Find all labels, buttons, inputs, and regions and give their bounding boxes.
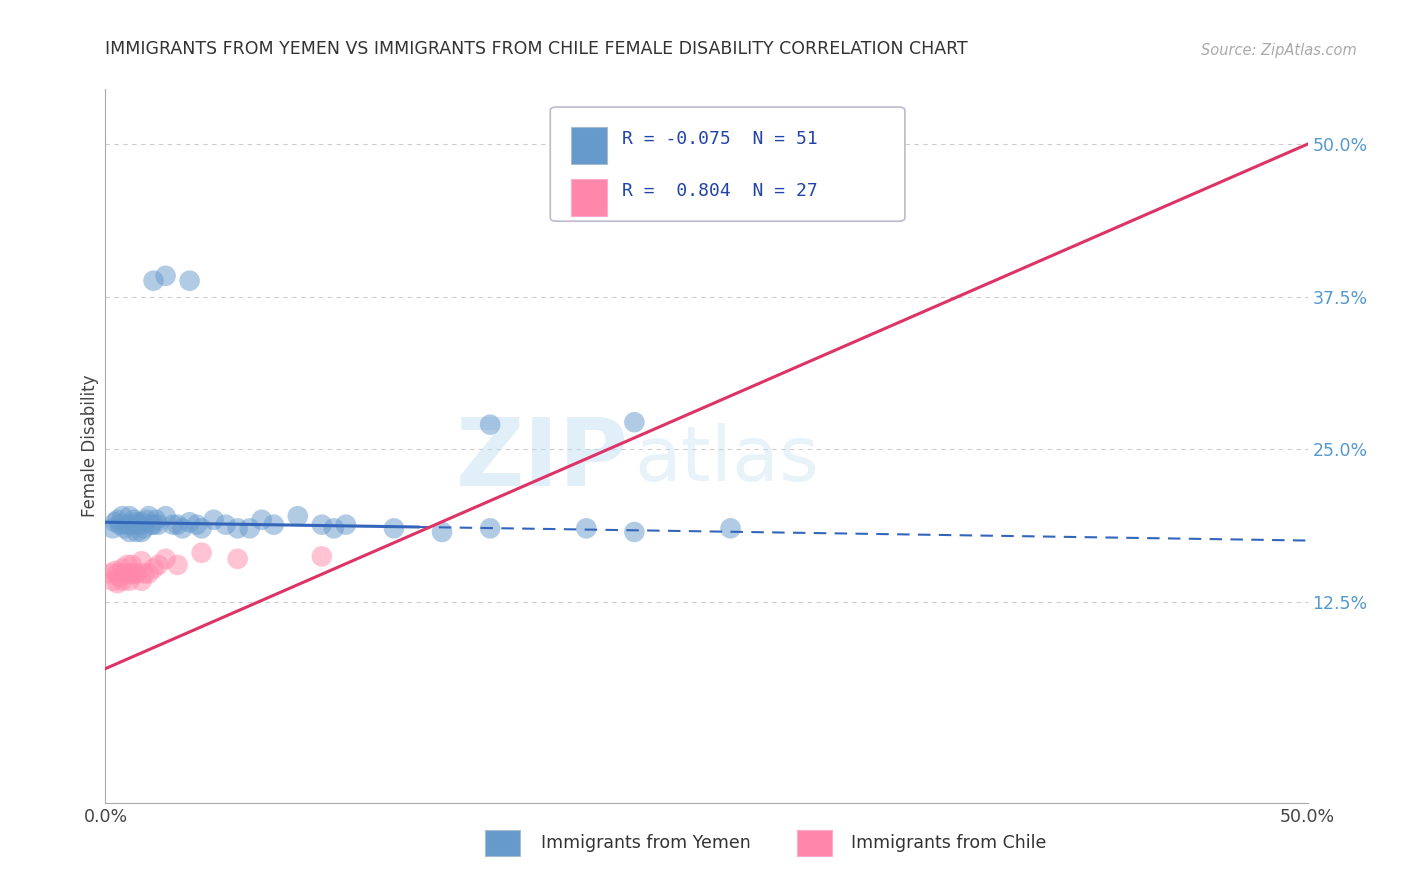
Point [131, 554, 153, 568]
Point [214, 517, 236, 532]
Point [121, 558, 143, 572]
FancyBboxPatch shape [571, 179, 607, 216]
Point [166, 558, 188, 572]
Point [575, 521, 598, 535]
Point [335, 517, 357, 532]
Point [322, 521, 344, 535]
Point [145, 513, 167, 527]
Text: Immigrants from Chile: Immigrants from Chile [851, 834, 1046, 852]
Point [114, 521, 136, 535]
Point [311, 517, 333, 532]
Point [623, 415, 645, 429]
Point [263, 517, 285, 532]
Point [108, 517, 131, 532]
Point [179, 515, 201, 529]
Point [111, 574, 134, 588]
Point [104, 515, 127, 529]
Point [479, 521, 502, 535]
Text: Immigrants from Yemen: Immigrants from Yemen [541, 834, 751, 852]
Point [118, 509, 141, 524]
Point [124, 513, 146, 527]
Point [101, 574, 124, 588]
Point [108, 570, 131, 584]
Point [98, 566, 121, 581]
Point [121, 517, 143, 532]
Point [250, 513, 273, 527]
Point [111, 561, 134, 575]
Y-axis label: Female Disability: Female Disability [80, 375, 98, 517]
Point [132, 566, 155, 581]
Point [135, 513, 157, 527]
Point [142, 517, 165, 532]
Point [111, 509, 134, 524]
Point [132, 521, 155, 535]
Point [142, 274, 165, 288]
Point [125, 515, 148, 529]
Point [139, 517, 162, 532]
Point [125, 524, 148, 539]
Point [155, 551, 177, 566]
Point [155, 268, 177, 283]
Point [138, 509, 160, 524]
Point [382, 521, 405, 535]
Point [107, 576, 129, 591]
Point [115, 517, 138, 532]
FancyBboxPatch shape [485, 830, 520, 856]
Point [104, 564, 127, 578]
Point [138, 566, 160, 581]
Point [125, 566, 148, 581]
Text: IMMIGRANTS FROM YEMEN VS IMMIGRANTS FROM CHILE FEMALE DISABILITY CORRELATION CHA: IMMIGRANTS FROM YEMEN VS IMMIGRANTS FROM… [105, 40, 969, 58]
Point [148, 558, 170, 572]
Point [239, 521, 262, 535]
Point [107, 566, 129, 581]
Point [202, 513, 225, 527]
Point [311, 549, 333, 564]
Point [128, 517, 150, 532]
Point [107, 513, 129, 527]
Point [430, 524, 453, 539]
Point [172, 521, 194, 535]
Point [118, 524, 141, 539]
Point [720, 521, 742, 535]
Point [115, 558, 138, 572]
Point [124, 566, 146, 581]
Text: R =  0.804  N = 27: R = 0.804 N = 27 [623, 182, 818, 200]
Point [155, 509, 177, 524]
Point [287, 509, 309, 524]
Text: ZIP: ZIP [456, 414, 628, 507]
Point [131, 524, 153, 539]
Point [190, 546, 212, 560]
Point [142, 561, 165, 575]
Point [101, 521, 124, 535]
Point [131, 515, 153, 529]
FancyBboxPatch shape [571, 127, 607, 164]
Point [623, 524, 645, 539]
Point [162, 517, 184, 532]
Point [148, 517, 170, 532]
Text: atlas: atlas [634, 424, 820, 497]
FancyBboxPatch shape [550, 107, 905, 221]
Point [131, 574, 153, 588]
Point [118, 574, 141, 588]
Text: R = -0.075  N = 51: R = -0.075 N = 51 [623, 130, 818, 148]
Point [190, 521, 212, 535]
Point [186, 517, 208, 532]
Point [226, 551, 249, 566]
FancyBboxPatch shape [797, 830, 832, 856]
Point [118, 566, 141, 581]
Point [479, 417, 502, 432]
Point [166, 517, 188, 532]
Point [863, 192, 886, 206]
Point [114, 566, 136, 581]
Point [179, 274, 201, 288]
Text: Source: ZipAtlas.com: Source: ZipAtlas.com [1201, 43, 1357, 58]
Point [226, 521, 249, 535]
